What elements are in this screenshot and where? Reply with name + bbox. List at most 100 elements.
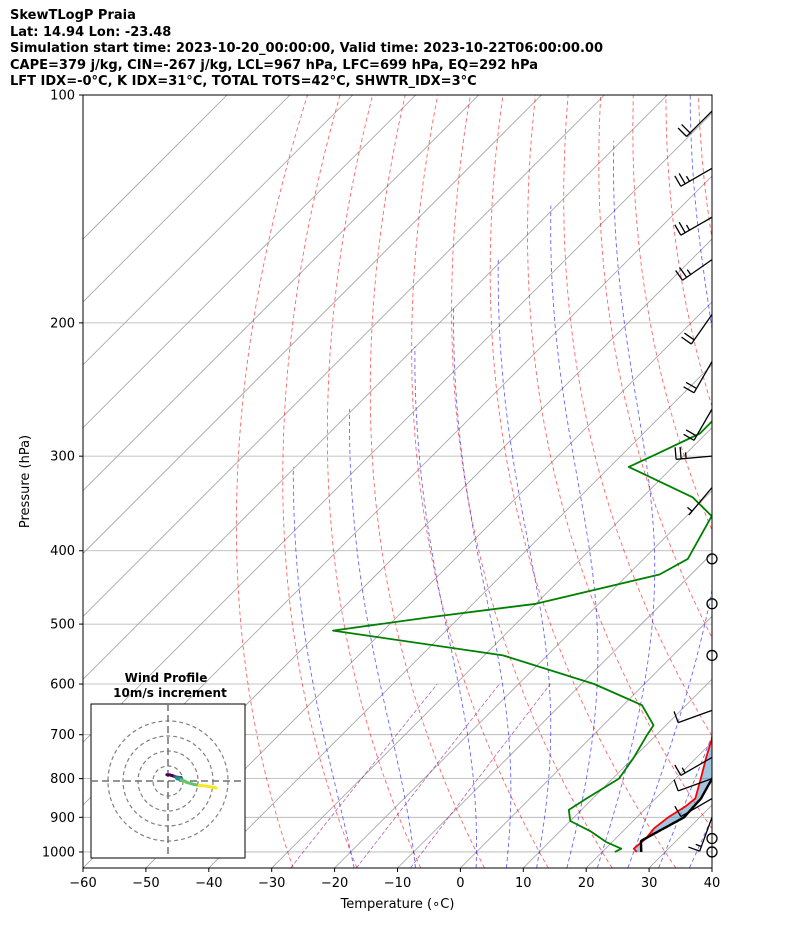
chart-title: SkewTLogP Praia	[10, 8, 136, 23]
wind-barb-flag	[673, 711, 679, 723]
temperature-trace	[632, 735, 712, 853]
isotherm-line	[83, 95, 416, 429]
moist-adiabat	[292, 466, 355, 868]
x-tick-label: 10	[515, 876, 532, 891]
hodograph-plot	[91, 704, 245, 858]
dry-adiabat	[489, 95, 677, 868]
wind-barb-half-flag	[687, 506, 693, 512]
wind-barb-flag	[674, 224, 682, 236]
dry-adiabat	[282, 95, 358, 868]
y-tick-label: 800	[50, 772, 75, 787]
wind-barb-half-flag	[685, 175, 691, 182]
y-tick-label: 700	[50, 728, 75, 743]
dry-adiabat	[665, 95, 712, 408]
y-tick-label: 500	[50, 618, 75, 633]
dry-adiabat	[697, 95, 712, 241]
moist-adiabat	[348, 409, 416, 868]
wind-barb-staff	[686, 110, 713, 137]
hodograph-subtitle: 10m/s increment	[113, 686, 227, 700]
x-tick-label: −40	[195, 876, 222, 891]
wind-barb-staff	[677, 709, 713, 724]
wind-barb-staff	[677, 777, 713, 792]
dewpoint-trace	[332, 420, 712, 853]
isotherm-line	[711, 867, 712, 868]
wind-barb-flag	[678, 173, 686, 185]
indices-line: LFT IDX=-0°C, K IDX=31°C, TOTAL TOTS=42°…	[10, 74, 477, 90]
dry-adiabat	[563, 95, 712, 737]
y-axis-label: Pressure (hPa)	[18, 435, 33, 528]
y-tick-label: 1000	[42, 845, 75, 860]
wind-barb-flag	[683, 386, 695, 394]
wind-barb-flag	[685, 381, 697, 389]
hodograph-title: Wind Profile	[125, 671, 208, 685]
isotherm-line	[460, 615, 712, 868]
wind-barb-flag	[685, 429, 697, 437]
moist-adiabat	[414, 346, 477, 868]
wind-barb-half-flag	[695, 843, 702, 848]
wind-barb-staff	[699, 817, 713, 852]
dry-adiabat	[411, 95, 549, 868]
y-tick-label: 200	[50, 316, 75, 331]
wind-barb-flag	[674, 805, 682, 817]
parcel-trace	[639, 776, 712, 853]
wind-barb-half-flag	[685, 224, 691, 231]
cape-area	[645, 738, 712, 839]
profile-traces	[332, 420, 712, 853]
isotherm-line	[83, 95, 668, 680]
wind-barb-staff	[693, 408, 713, 441]
x-tick-label: 30	[641, 876, 658, 891]
cin-area	[783, 567, 794, 633]
dry-adiabat	[731, 95, 794, 868]
wind-barb-flag	[673, 779, 679, 792]
moist-adiabat	[453, 306, 512, 868]
isotherm-line	[83, 95, 605, 617]
moist-adiabat	[596, 140, 656, 868]
reference-grid	[83, 95, 794, 868]
moist-adiabat	[550, 205, 599, 868]
y-tick-label: 100	[50, 89, 75, 104]
moist-adiabat	[497, 259, 552, 868]
x-tick-label: 0	[456, 876, 464, 891]
dry-adiabat	[235, 95, 308, 868]
isotherm-line	[83, 95, 542, 555]
wind-barb-flag	[688, 846, 700, 852]
dry-adiabat	[369, 95, 485, 868]
x-tick-label: −20	[321, 876, 348, 891]
isotherm-line	[585, 741, 712, 868]
moist-adiabat	[688, 816, 712, 868]
x-tick-label: −60	[69, 876, 96, 891]
wind-barb-flag	[681, 336, 692, 345]
wind-barb-staff	[690, 314, 713, 345]
x-tick-label: −30	[258, 876, 285, 891]
y-tick-label: 400	[50, 544, 75, 559]
isotherm-line	[83, 95, 354, 366]
mixing-ratio-line	[290, 683, 438, 868]
dry-adiabat	[632, 95, 712, 532]
wind-barb-flag	[681, 124, 691, 134]
wind-barb-staff	[682, 259, 713, 281]
x-axis-label: Temperature (∘C)	[340, 897, 455, 912]
isotherm-line	[83, 95, 291, 303]
wind-barb-staff	[688, 487, 713, 516]
header: SkewTLogP Praia Lat: 14.94 Lon: -23.48 S…	[10, 8, 603, 91]
wind-barb-flag	[683, 433, 695, 441]
y-tick-label: 300	[50, 450, 75, 465]
wind-barb-half-flag	[686, 269, 692, 275]
dry-adiabat	[764, 95, 794, 868]
isotherm-line	[83, 95, 228, 240]
mixing-ratio-line	[355, 683, 500, 868]
wind-barb-flag	[684, 332, 695, 341]
isotherm-line	[208, 364, 712, 868]
params-line: CAPE=379 j/kg, CIN=-267 j/kg, LCL=967 hP…	[10, 57, 538, 73]
wind-barb-flag	[679, 446, 682, 459]
wind-barb-staff	[693, 361, 713, 394]
isotherm-line	[83, 95, 479, 492]
wind-barb-flag	[674, 175, 682, 187]
cape-cin-shading	[633, 567, 794, 852]
isotherm-line	[145, 301, 712, 868]
dry-adiabat	[527, 95, 712, 830]
wind-barb-flag	[674, 764, 682, 776]
wind-barb-half-flag	[681, 767, 686, 774]
location-line: Lat: 14.94 Lon: -23.48	[10, 24, 172, 40]
